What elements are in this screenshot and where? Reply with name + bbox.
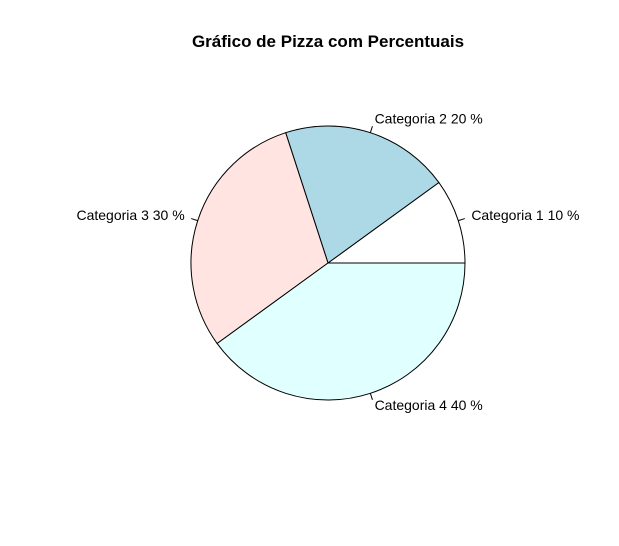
pie-labels: Categoria 1 10 % Categoria 2 20 % Categori… bbox=[76, 110, 579, 413]
pie-label-tick-2 bbox=[369, 126, 373, 133]
pie-slice-1 bbox=[326, 181, 466, 264]
chart-title: Gráfico de Pizza com Percentuais bbox=[192, 32, 464, 51]
pie-label-tick-3 bbox=[191, 218, 198, 222]
pie-label-3: Categoria 3 30 % bbox=[76, 207, 184, 223]
pie-label-2: Categoria 2 20 % bbox=[375, 110, 483, 126]
pie-label-1: Categoria 1 10 % bbox=[471, 207, 579, 223]
pie-slices bbox=[190, 125, 466, 401]
pie-label-tick-4 bbox=[369, 393, 373, 400]
pie-label-4: Categoria 4 40 % bbox=[375, 397, 483, 413]
pie-slice-3 bbox=[190, 132, 329, 345]
pie-label-tick-1 bbox=[458, 218, 465, 222]
